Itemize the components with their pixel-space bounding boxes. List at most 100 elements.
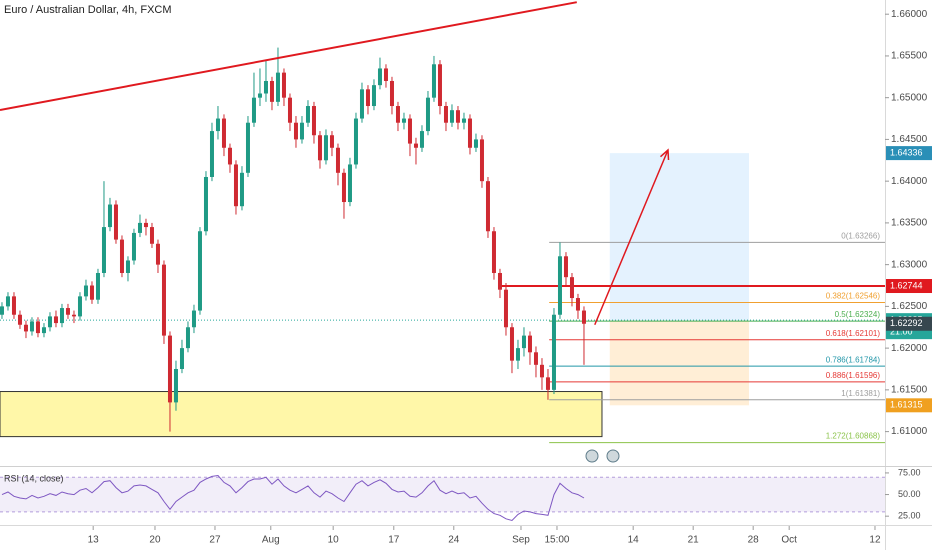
last-price-label: 1.62292 [890, 318, 923, 328]
candle-body [143, 222, 148, 228]
arrow-head [659, 148, 670, 161]
candle-body [575, 298, 580, 311]
candle-body [167, 335, 172, 403]
candle-body [467, 118, 472, 148]
candle-body [497, 272, 502, 290]
candle-body [137, 222, 142, 233]
y-tick-label: 1.61500 [891, 385, 928, 396]
candle-body [257, 93, 262, 98]
candle-body [431, 64, 436, 98]
candle-body [491, 231, 496, 273]
candle-body [179, 348, 184, 369]
y-tick-label: 1.62000 [891, 343, 928, 354]
candle-body [299, 122, 304, 140]
fib-label: 1.272(1.60868) [826, 432, 881, 441]
stop-price-label: 1.61315 [890, 400, 923, 410]
target-price-label-bg [886, 146, 932, 161]
candle-body [461, 118, 466, 123]
candle-body [263, 80, 268, 94]
candle-body [113, 204, 118, 240]
fib-label: 0.886(1.61596) [826, 371, 881, 380]
x-tick-label: Oct [781, 535, 797, 546]
trend-line [0, 1, 577, 112]
candle-body [395, 106, 400, 123]
candle-body [413, 143, 418, 148]
candle-body [425, 97, 430, 132]
candle-body [227, 147, 232, 165]
candle-body [407, 118, 412, 144]
candle-body [353, 118, 358, 165]
rsi-title: RSI (14, close) [4, 473, 64, 483]
candle-body [557, 256, 562, 315]
candle-body [305, 106, 310, 123]
x-tick-label: 15:00 [544, 535, 569, 546]
x-tick-label: 10 [328, 535, 340, 546]
candle-body [329, 135, 334, 148]
candle-body [389, 80, 394, 107]
event-icon[interactable] [585, 449, 599, 463]
stop-price-label-bg [886, 398, 932, 413]
candle-body [359, 89, 364, 119]
event-icon[interactable] [606, 449, 620, 463]
candle-body [65, 308, 70, 315]
y-tick-label: 1.65000 [891, 92, 928, 103]
candle-body [155, 243, 160, 265]
countdown-label: 21:00 [890, 327, 913, 337]
fib-label: 0.382(1.62546) [826, 292, 881, 301]
candle-body [11, 296, 16, 315]
candle-body [311, 106, 316, 136]
forecast-arrow [594, 149, 669, 326]
candle-body [275, 72, 280, 102]
candle-body [47, 316, 52, 328]
candle-body [71, 314, 76, 317]
candle-body [515, 348, 520, 361]
candle-body [551, 314, 556, 390]
x-tick-label: Sep [512, 535, 530, 546]
candle-body [287, 97, 292, 123]
candle-body [131, 232, 136, 261]
x-tick-label: 24 [448, 535, 460, 546]
fib-label: 1(1.61381) [841, 389, 880, 398]
x-tick-label: 27 [209, 535, 221, 546]
y-tick-label: 1.63000 [891, 259, 928, 270]
position-target [609, 153, 749, 321]
x-tick-label: 28 [748, 535, 760, 546]
y-tick-label: 1.65500 [891, 51, 928, 62]
candle-body [35, 321, 40, 334]
chart-title: Euro / Australian Dollar, 4h, FXCM [4, 4, 172, 16]
candle-body [149, 227, 154, 244]
candle-body [53, 316, 58, 324]
y-tick-label: 1.66000 [891, 9, 928, 20]
rsi-band [0, 477, 885, 512]
candle-body [545, 377, 550, 390]
rsi-tick-label: 25.00 [898, 511, 921, 521]
fib-label: 0.618(1.62101) [826, 329, 881, 338]
candle-body [203, 176, 208, 232]
candle-body [0, 306, 4, 315]
last-price-label-bg [886, 316, 932, 331]
y-tick-label: 1.64500 [891, 134, 928, 145]
candle-body [443, 106, 448, 123]
candle-body [233, 164, 238, 207]
candle-body [509, 327, 514, 361]
candle-body [251, 97, 256, 123]
candle-body [209, 131, 214, 177]
fib-label: 0(1.63266) [841, 232, 880, 241]
candle-body [335, 147, 340, 173]
x-tick-label: 14 [628, 535, 640, 546]
candle-body [173, 368, 178, 403]
y-tick-label: 1.62500 [891, 301, 928, 312]
candle-body [17, 314, 22, 325]
candle-body [401, 118, 406, 123]
candle-body [479, 139, 484, 182]
candle-body [197, 231, 202, 311]
candle-body [29, 321, 34, 332]
candle-body [281, 72, 286, 98]
candle-body [383, 68, 388, 81]
x-tick-label: 17 [388, 535, 400, 546]
candle-body [317, 135, 322, 161]
support-zone [0, 391, 603, 438]
